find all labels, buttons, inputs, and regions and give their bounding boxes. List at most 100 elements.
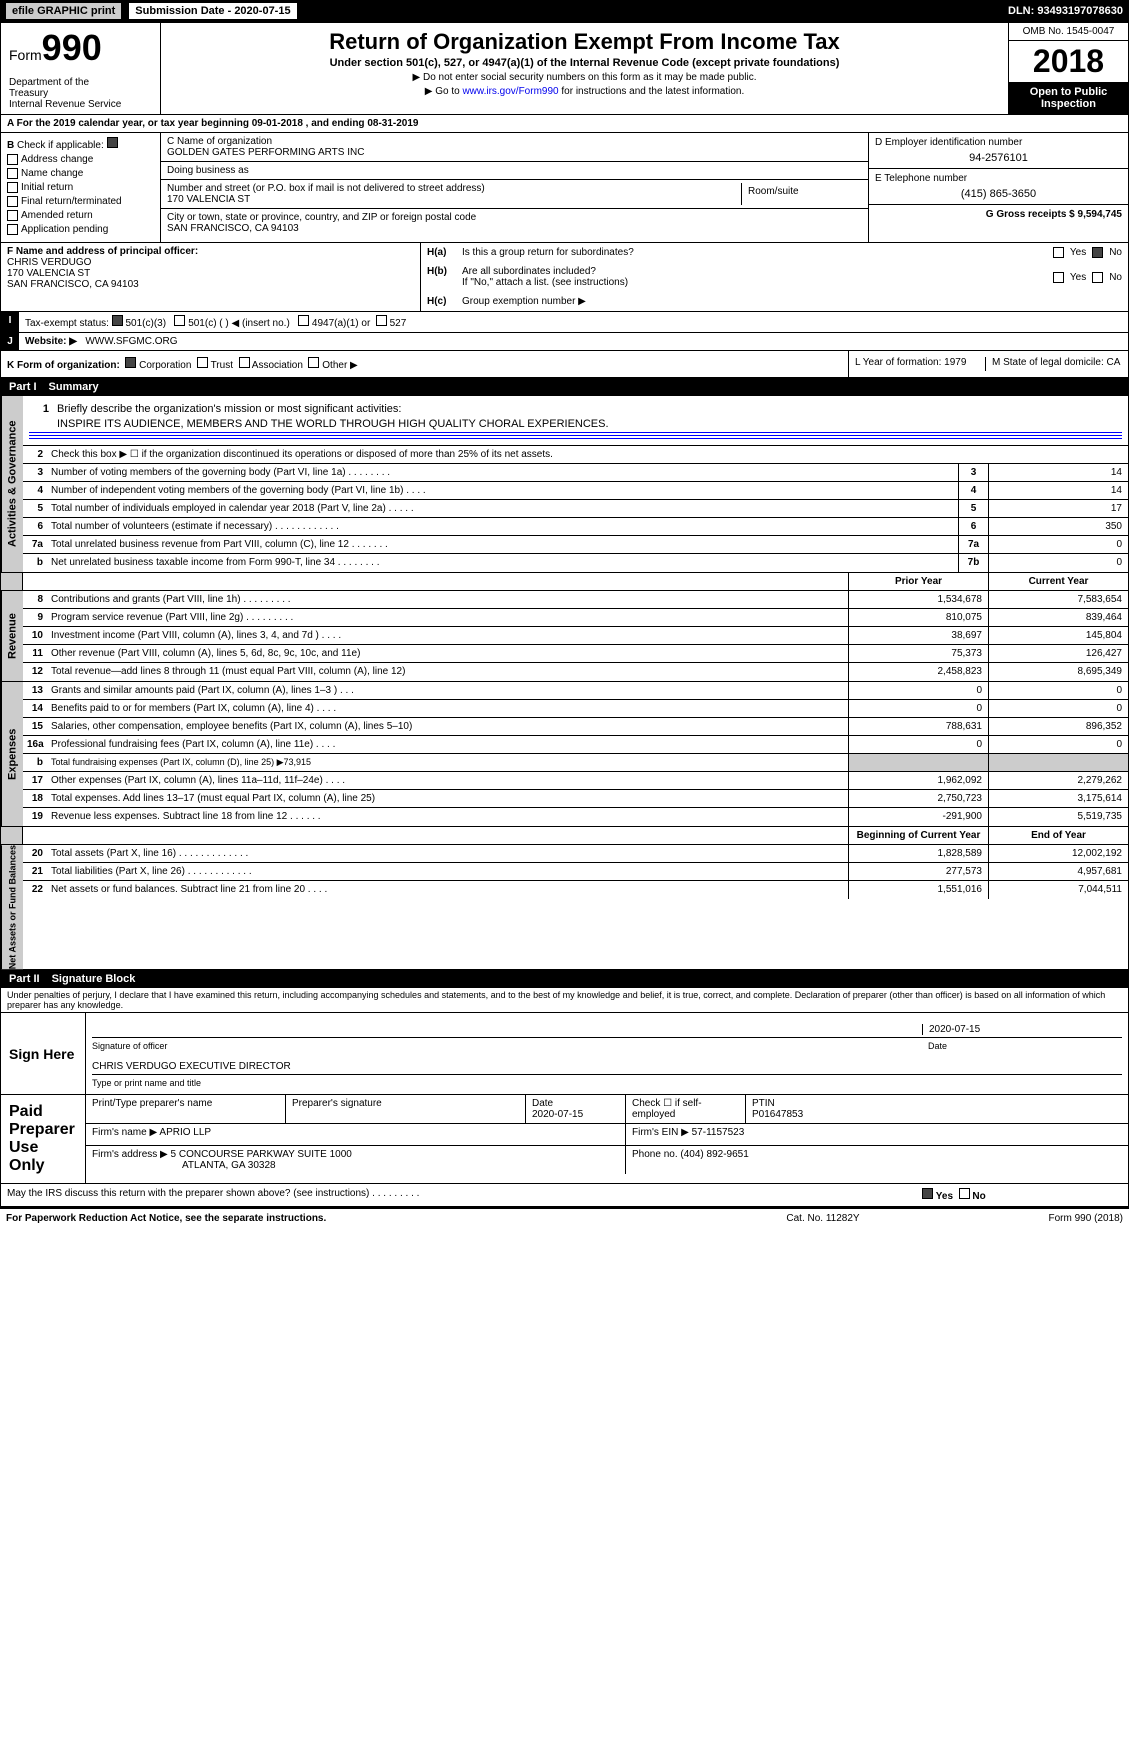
street-value: 170 VALENCIA ST bbox=[167, 194, 741, 205]
cb-hb-yes[interactable] bbox=[1053, 272, 1064, 283]
dln-label: DLN: 93493197078630 bbox=[1008, 5, 1123, 17]
submission-date: Submission Date - 2020-07-15 bbox=[129, 3, 296, 19]
cb-ha-no[interactable] bbox=[1092, 247, 1103, 258]
sign-here-label: Sign Here bbox=[1, 1013, 86, 1094]
tax-year: 2018 bbox=[1009, 41, 1128, 82]
officer-street: 170 VALENCIA ST bbox=[7, 268, 414, 279]
form-subtitle: Under section 501(c), 527, or 4947(a)(1)… bbox=[167, 57, 1002, 69]
tab-revenue: Revenue bbox=[1, 591, 23, 681]
mission-text: INSPIRE ITS AUDIENCE, MEMBERS AND THE WO… bbox=[29, 418, 1122, 430]
omb-number: OMB No. 1545-0047 bbox=[1009, 23, 1128, 41]
form-number-cell: Form990 Department of the Treasury Inter… bbox=[1, 23, 161, 114]
col-begin-year: Beginning of Current Year bbox=[848, 827, 988, 844]
form-number: 990 bbox=[42, 27, 102, 68]
firm-name: APRIO LLP bbox=[159, 1127, 211, 1138]
cb-527[interactable] bbox=[376, 315, 387, 326]
officer-name-title: CHRIS VERDUGO EXECUTIVE DIRECTOR bbox=[92, 1061, 1122, 1072]
org-name: GOLDEN GATES PERFORMING ARTS INC bbox=[167, 147, 862, 158]
discuss-text: May the IRS discuss this return with the… bbox=[7, 1188, 922, 1202]
col-prior-year: Prior Year bbox=[848, 573, 988, 590]
paid-preparer-label: Paid Preparer Use Only bbox=[1, 1095, 86, 1183]
firm-addr2: ATLANTA, GA 30328 bbox=[182, 1160, 276, 1171]
self-employed-check: Check ☐ if self-employed bbox=[626, 1095, 746, 1123]
cb-501c3[interactable] bbox=[112, 315, 123, 326]
section-c: C Name of organization GOLDEN GATES PERF… bbox=[161, 133, 868, 242]
cb-assoc[interactable] bbox=[239, 357, 250, 368]
ein-value: 94-2576101 bbox=[875, 152, 1122, 164]
year-formation: L Year of formation: 1979 bbox=[855, 357, 985, 371]
cb-trust[interactable] bbox=[197, 357, 208, 368]
efile-button[interactable]: efile GRAPHIC print bbox=[6, 3, 121, 19]
form-of-org: K Form of organization: Corporation Trus… bbox=[1, 351, 848, 377]
form-container: Form990 Department of the Treasury Inter… bbox=[0, 22, 1129, 1209]
part1-header: Part I Summary bbox=[1, 378, 1128, 396]
sign-date: 2020-07-15 bbox=[922, 1024, 1122, 1035]
col-end-year: End of Year bbox=[988, 827, 1128, 844]
cb-amended-return[interactable] bbox=[7, 210, 18, 221]
section-h: H(a) Is this a group return for subordin… bbox=[421, 243, 1128, 311]
omb-cell: OMB No. 1545-0047 2018 Open to Public In… bbox=[1008, 23, 1128, 114]
cb-corp[interactable] bbox=[125, 357, 136, 368]
ein-label: D Employer identification number bbox=[875, 137, 1122, 148]
cb-501c[interactable] bbox=[174, 315, 185, 326]
tab-expenses: Expenses bbox=[1, 682, 23, 826]
gross-receipts: G Gross receipts $ 9,594,745 bbox=[986, 209, 1122, 220]
street-label: Number and street (or P.O. box if mail i… bbox=[167, 183, 741, 194]
cb-name-change[interactable] bbox=[7, 168, 18, 179]
officer-name: CHRIS VERDUGO bbox=[7, 257, 414, 268]
row-a: A For the 2019 calendar year, or tax yea… bbox=[1, 115, 1128, 133]
open-public: Open to Public Inspection bbox=[1009, 82, 1128, 114]
section-b: B Check if applicable: Address change Na… bbox=[1, 133, 161, 242]
mission-area: 1Briefly describe the organization's mis… bbox=[23, 396, 1128, 446]
cb-address-change[interactable] bbox=[7, 154, 18, 165]
city-value: SAN FRANCISCO, CA 94103 bbox=[167, 223, 862, 234]
label-i: I bbox=[1, 312, 19, 332]
form-note1: ▶ Do not enter social security numbers o… bbox=[167, 72, 1002, 83]
label-j: J bbox=[1, 333, 19, 350]
form-footer: Form 990 (2018) bbox=[923, 1213, 1123, 1224]
dept-treasury: Department of the Treasury Internal Reve… bbox=[9, 77, 152, 110]
officer-city: SAN FRANCISCO, CA 94103 bbox=[7, 279, 414, 290]
title-cell: Return of Organization Exempt From Incom… bbox=[161, 23, 1008, 114]
preparer-name-label: Print/Type preparer's name bbox=[86, 1095, 286, 1123]
org-name-label: C Name of organization bbox=[167, 136, 862, 147]
checkbox-applicable[interactable] bbox=[107, 137, 118, 148]
phone-label: E Telephone number bbox=[875, 173, 1122, 184]
state-domicile: M State of legal domicile: CA bbox=[985, 357, 1122, 371]
cb-application-pending[interactable] bbox=[7, 224, 18, 235]
ptin: P01647853 bbox=[752, 1109, 803, 1120]
part2-header: Part II Signature Block bbox=[1, 970, 1128, 988]
firm-ein: 57-1157523 bbox=[692, 1127, 745, 1138]
city-label: City or town, state or province, country… bbox=[167, 212, 862, 223]
form-label: Form bbox=[9, 47, 42, 63]
website-value: WWW.SFGMC.ORG bbox=[85, 336, 177, 347]
header-bar: efile GRAPHIC print Submission Date - 20… bbox=[0, 0, 1129, 22]
tax-exempt-status: Tax-exempt status: 501(c)(3) 501(c) ( ) … bbox=[19, 312, 1128, 332]
section-f: F Name and address of principal officer:… bbox=[1, 243, 421, 311]
section-de: D Employer identification number 94-2576… bbox=[868, 133, 1128, 242]
paperwork-notice: For Paperwork Reduction Act Notice, see … bbox=[6, 1213, 326, 1224]
cb-other[interactable] bbox=[308, 357, 319, 368]
cb-discuss-no[interactable] bbox=[959, 1188, 970, 1199]
form-title: Return of Organization Exempt From Incom… bbox=[167, 29, 1002, 55]
firm-phone: (404) 892-9651 bbox=[680, 1149, 748, 1160]
firm-addr1: 5 CONCOURSE PARKWAY SUITE 1000 bbox=[171, 1149, 352, 1160]
preparer-date: 2020-07-15 bbox=[532, 1109, 583, 1120]
cb-4947[interactable] bbox=[298, 315, 309, 326]
phone-value: (415) 865-3650 bbox=[875, 188, 1122, 200]
cb-ha-yes[interactable] bbox=[1053, 247, 1064, 258]
tab-netassets: Net Assets or Fund Balances bbox=[1, 845, 23, 969]
col-current-year: Current Year bbox=[988, 573, 1128, 590]
cb-discuss-yes[interactable] bbox=[922, 1188, 933, 1199]
tab-governance: Activities & Governance bbox=[1, 396, 23, 572]
form-note2: ▶ Go to www.irs.gov/Form990 for instruct… bbox=[167, 86, 1002, 97]
cb-initial-return[interactable] bbox=[7, 182, 18, 193]
cb-hb-no[interactable] bbox=[1092, 272, 1103, 283]
penalty-text: Under penalties of perjury, I declare th… bbox=[1, 988, 1128, 1013]
room-label: Room/suite bbox=[742, 183, 862, 205]
cat-no: Cat. No. 11282Y bbox=[723, 1213, 923, 1224]
irs-link[interactable]: www.irs.gov/Form990 bbox=[462, 86, 558, 97]
dba-label: Doing business as bbox=[161, 162, 868, 180]
preparer-sig-label: Preparer's signature bbox=[286, 1095, 526, 1123]
cb-final-return[interactable] bbox=[7, 196, 18, 207]
